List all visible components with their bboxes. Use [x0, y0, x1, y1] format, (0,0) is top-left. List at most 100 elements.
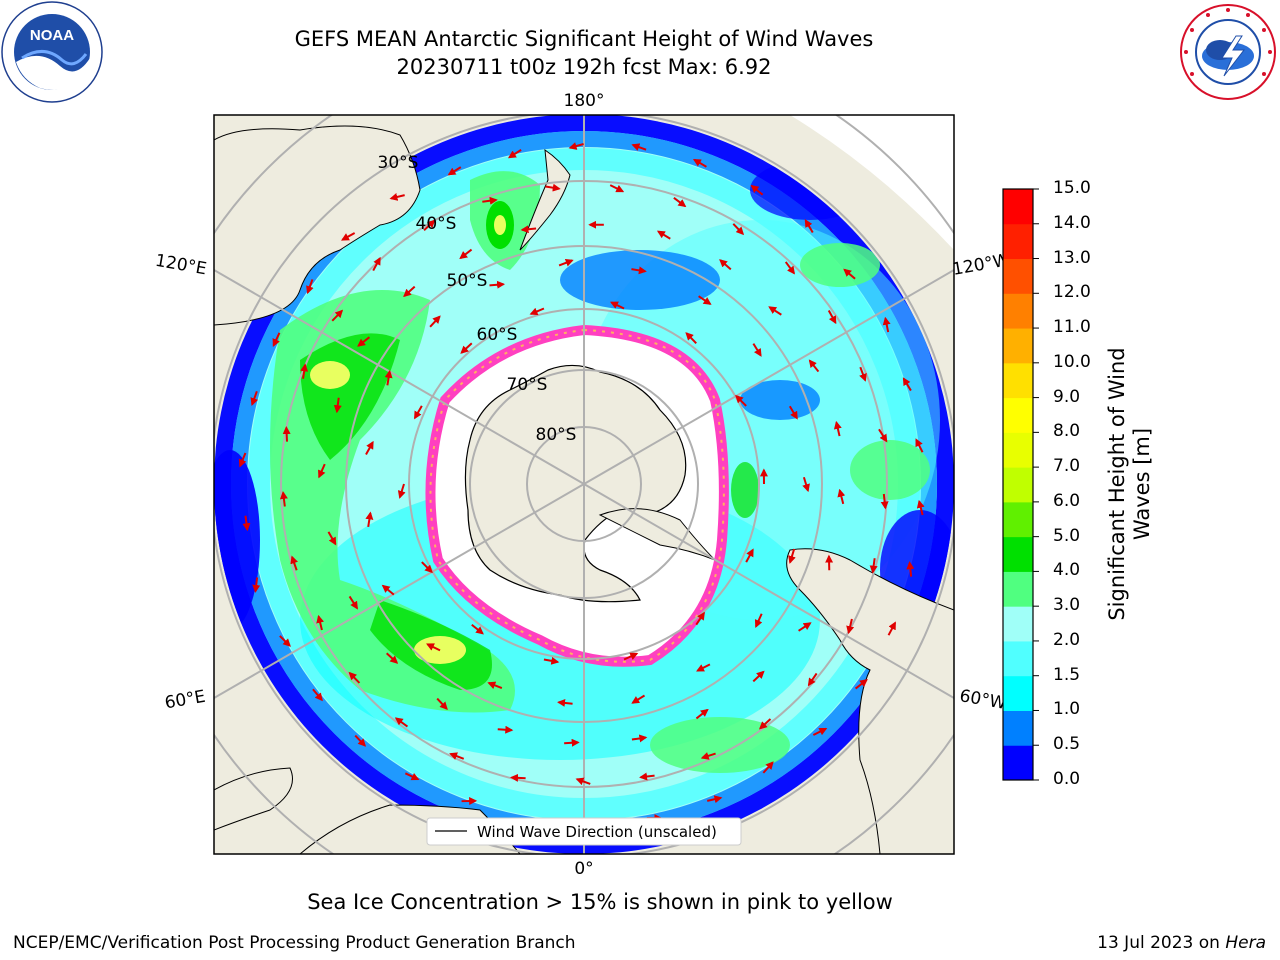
- lat-label-60s: 60°S: [477, 325, 518, 345]
- wind-wave-arrow: [788, 548, 796, 564]
- wind-wave-arrow: [915, 438, 924, 453]
- nws-ring-text: [1184, 8, 1272, 76]
- map-frame: [213, 114, 955, 855]
- wind-wave-arrow: [397, 483, 406, 499]
- wind-wave-arrow: [906, 561, 915, 577]
- wind-wave-arrow: [833, 420, 842, 437]
- wind-wave-arrow: [252, 577, 261, 593]
- wind-wave-arrow: [878, 428, 888, 443]
- wind-wave-arrow: [558, 258, 574, 267]
- australia: [214, 125, 421, 326]
- wind-wave-arrow: [700, 752, 716, 760]
- wind-wave-arrow: [788, 405, 798, 420]
- wind-wave-arrow: [837, 488, 846, 505]
- colorbar-segment: [1003, 571, 1033, 607]
- longitude-grid: [214, 115, 954, 854]
- wind-wave-arrow: [902, 377, 912, 392]
- wind-wave-arrow: [673, 196, 687, 208]
- colorbar-tick-label: 11.0: [1053, 317, 1091, 338]
- wind-wave-arrow: [564, 738, 580, 747]
- wind-wave-arrow: [421, 561, 433, 574]
- wind-wave-arrow: [238, 452, 247, 468]
- wind-wave-arrow: [372, 256, 381, 272]
- wind-wave-arrow: [798, 622, 812, 632]
- colorbar-tick-label: 0.5: [1053, 734, 1081, 755]
- wind-wave-arrow: [340, 232, 356, 241]
- wind-wave-arrow: [854, 678, 868, 690]
- wind-wave-arrow: [300, 363, 309, 379]
- wind-wave-arrow: [719, 259, 732, 271]
- wind-wave-arrow: [568, 142, 584, 150]
- nws-logo: [1178, 2, 1278, 102]
- wind-wave-arrow: [529, 307, 545, 316]
- wind-wave-arrow: [887, 621, 897, 636]
- wind-wave-arrow: [545, 183, 561, 192]
- wind-wave-arrow: [384, 369, 393, 386]
- wind-wave-arrow: [804, 219, 814, 233]
- wind-wave-arrow: [306, 279, 314, 295]
- wind-wave-arrow: [758, 718, 772, 730]
- colorbar-segment: [1003, 467, 1033, 503]
- colorbar-tick-label: 3.0: [1053, 595, 1081, 616]
- wind-wave-arrow: [623, 652, 639, 661]
- wind-wave-arrow: [843, 268, 856, 280]
- wind-wave-arrow: [609, 184, 625, 193]
- wind-wave-arrow: [279, 635, 291, 647]
- colorbar-segment: [1003, 710, 1033, 746]
- wind-wave-arrow: [916, 499, 925, 516]
- wind-wave-arrow: [706, 795, 723, 804]
- colorbar: [1003, 188, 1039, 781]
- wind-wave-arrow: [859, 366, 867, 382]
- lon-label-180: 180°: [564, 91, 605, 111]
- colorbar-segment: [1003, 293, 1033, 329]
- wind-wave-arrow: [762, 761, 774, 774]
- wind-wave-arrow: [846, 618, 855, 635]
- wind-wave-arrow: [279, 490, 288, 507]
- wind-wave-arrow: [436, 697, 448, 710]
- wind-wave-arrow: [754, 613, 763, 628]
- wind-wave-arrow: [282, 426, 291, 442]
- wind-wave-arrow: [272, 332, 281, 347]
- wind-wave-arrow: [331, 309, 344, 322]
- wind-wave-arrow: [365, 440, 374, 455]
- lon-label-60e: 60°E: [163, 687, 207, 714]
- wind-wave-arrow: [543, 656, 560, 665]
- wind-wave-arrow: [459, 248, 473, 260]
- chart-title: GEFS MEAN Antarctic Significant Height o…: [294, 27, 874, 51]
- chart-subtitle: 20230711 t00z 192h fcst Max: 6.92: [396, 55, 772, 79]
- lon-label-0: 0°: [574, 859, 593, 879]
- wind-wave-arrow: [333, 397, 342, 414]
- wind-wave-arrow: [389, 193, 405, 201]
- colorbar-segment: [1003, 328, 1033, 364]
- new-zealand: [519, 148, 571, 251]
- wind-wave-arrow: [695, 708, 709, 720]
- wind-wave-arrow: [827, 310, 837, 325]
- footer-credit: NCEP/EMC/Verification Post Processing Pr…: [13, 933, 576, 953]
- wind-wave-arrow: [807, 672, 818, 687]
- colorbar-segment: [1003, 536, 1033, 572]
- wind-wave-arrow: [429, 315, 441, 328]
- lon-label-60w: 60°W: [958, 686, 1008, 714]
- wind-wave-arrow: [752, 670, 765, 683]
- colorbar-tick-label: 12.0: [1053, 282, 1091, 303]
- wind-wave-arrow: [745, 548, 754, 563]
- wind-wave-arrow: [802, 476, 810, 493]
- wind-wave-arrow: [449, 752, 465, 760]
- lat-label-50s: 50°S: [447, 271, 488, 291]
- wind-wave-arrow: [487, 681, 503, 690]
- colorbar-frame: [1002, 188, 1034, 781]
- wind-wave-arrow: [812, 727, 828, 736]
- wind-wave-arrow: [242, 515, 251, 532]
- colorbar-segment: [1003, 745, 1033, 781]
- colorbar-segment: [1003, 397, 1033, 433]
- wind-wave-arrow: [497, 725, 514, 734]
- wind-wave-arrow: [882, 316, 891, 333]
- colorbar-segment: [1003, 606, 1033, 642]
- wind-wave-arrow: [312, 688, 323, 702]
- wind-wave-arrow: [385, 652, 399, 664]
- wind-wave-arrow: [752, 343, 762, 357]
- wind-wave-arrow: [354, 734, 367, 747]
- wind-wave-arrow: [631, 694, 646, 704]
- colorbar-segment: [1003, 223, 1033, 260]
- wind-wave-arrow: [426, 643, 441, 652]
